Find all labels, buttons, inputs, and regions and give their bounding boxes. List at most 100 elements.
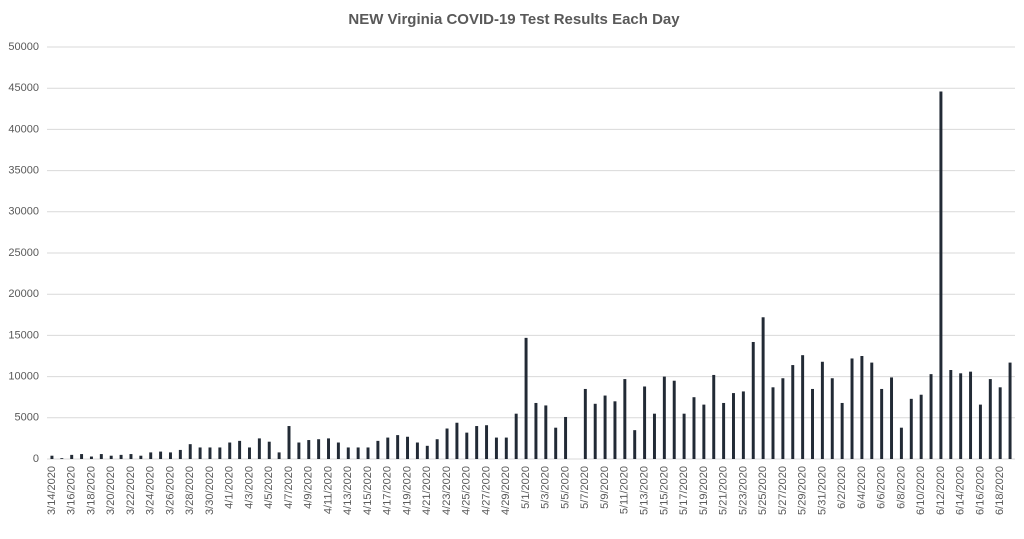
bar bbox=[643, 386, 647, 459]
y-tick-label: 0 bbox=[33, 453, 39, 465]
bar bbox=[455, 422, 459, 459]
bar bbox=[277, 452, 281, 459]
bar bbox=[327, 438, 330, 459]
bar bbox=[178, 449, 182, 459]
x-tick-label: 3/30/2020 bbox=[204, 466, 216, 515]
bar bbox=[168, 452, 172, 459]
bar bbox=[712, 374, 716, 459]
x-tick-label: 3/14/2020 bbox=[46, 466, 58, 515]
x-tick-label: 4/5/2020 bbox=[263, 466, 275, 509]
bar bbox=[583, 388, 587, 459]
x-tick-label: 6/2/2020 bbox=[836, 466, 848, 509]
bar bbox=[70, 454, 74, 459]
bar bbox=[218, 447, 222, 459]
x-tick-label: 4/29/2020 bbox=[500, 466, 512, 515]
bar bbox=[159, 451, 163, 459]
x-tick-label: 4/23/2020 bbox=[441, 466, 453, 515]
bar bbox=[99, 454, 103, 459]
x-tick-label: 5/23/2020 bbox=[737, 466, 749, 515]
x-tick-label: 5/29/2020 bbox=[797, 466, 809, 515]
bar bbox=[129, 454, 133, 459]
chart-title: NEW Virginia COVID-19 Test Results Each … bbox=[348, 11, 680, 28]
bar bbox=[988, 379, 992, 459]
bar bbox=[524, 337, 528, 459]
bar bbox=[149, 452, 153, 459]
bar bbox=[238, 440, 242, 459]
y-tick-label: 5000 bbox=[15, 412, 39, 424]
y-tick-label: 20000 bbox=[8, 288, 39, 300]
bar bbox=[870, 362, 874, 459]
x-tick-label: 4/17/2020 bbox=[382, 466, 394, 515]
y-tick-label: 30000 bbox=[8, 206, 39, 218]
bar bbox=[801, 355, 805, 459]
x-tick-label: 4/15/2020 bbox=[362, 466, 374, 515]
bar bbox=[603, 395, 607, 459]
bar bbox=[109, 455, 113, 459]
x-tick-label: 4/21/2020 bbox=[421, 466, 433, 515]
bar bbox=[514, 413, 518, 459]
bar bbox=[248, 447, 251, 459]
bar bbox=[119, 454, 123, 459]
bar bbox=[692, 397, 696, 459]
x-tick-label: 3/22/2020 bbox=[125, 466, 137, 515]
bar bbox=[396, 435, 400, 459]
bar bbox=[613, 401, 617, 459]
y-tick-label: 35000 bbox=[8, 165, 39, 177]
bar bbox=[534, 402, 538, 459]
x-tick-label: 6/4/2020 bbox=[856, 466, 868, 509]
x-tick-label: 4/9/2020 bbox=[303, 466, 315, 509]
x-tick-label: 5/9/2020 bbox=[599, 466, 611, 509]
x-tick-label: 6/8/2020 bbox=[895, 466, 907, 509]
bar bbox=[406, 436, 410, 459]
x-tick-label: 5/17/2020 bbox=[678, 466, 690, 515]
bar bbox=[208, 447, 212, 459]
x-tick-label: 6/18/2020 bbox=[994, 466, 1006, 515]
bar bbox=[297, 442, 301, 459]
bar bbox=[188, 444, 192, 459]
bar bbox=[652, 413, 656, 459]
bar bbox=[287, 426, 291, 459]
bar bbox=[307, 440, 311, 459]
bar bbox=[465, 432, 469, 459]
bar bbox=[366, 447, 370, 459]
x-tick-label: 4/13/2020 bbox=[342, 466, 354, 515]
x-tick-label: 5/1/2020 bbox=[520, 466, 532, 509]
bar bbox=[475, 426, 479, 459]
x-tick-label: 5/5/2020 bbox=[559, 466, 571, 509]
bar bbox=[554, 427, 558, 459]
bar bbox=[60, 458, 64, 459]
bar bbox=[830, 378, 834, 459]
y-tick-label: 45000 bbox=[8, 82, 39, 94]
bar bbox=[494, 437, 498, 459]
bar bbox=[761, 317, 765, 459]
bar bbox=[662, 376, 666, 459]
bar bbox=[722, 402, 726, 459]
bar bbox=[80, 454, 84, 459]
bar bbox=[89, 456, 93, 459]
bar bbox=[682, 413, 686, 459]
bar bbox=[386, 437, 390, 459]
x-tick-label: 5/27/2020 bbox=[777, 466, 789, 515]
x-tick-label: 4/25/2020 bbox=[461, 466, 473, 515]
bar bbox=[376, 440, 380, 459]
x-tick-label: 4/3/2020 bbox=[243, 466, 255, 509]
y-tick-label: 25000 bbox=[8, 247, 39, 259]
bar bbox=[732, 393, 735, 459]
bar bbox=[791, 365, 795, 459]
x-tick-label: 5/19/2020 bbox=[698, 466, 710, 515]
bar bbox=[346, 447, 350, 459]
bar bbox=[899, 427, 903, 459]
bar bbox=[890, 377, 894, 459]
x-tick-label: 5/31/2020 bbox=[816, 466, 828, 515]
x-tick-label: 5/11/2020 bbox=[619, 466, 631, 514]
x-tick-label: 4/1/2020 bbox=[224, 466, 236, 509]
x-tick-label: 3/28/2020 bbox=[184, 466, 196, 515]
x-tick-label: 3/18/2020 bbox=[85, 466, 97, 515]
bar bbox=[425, 445, 429, 459]
bar bbox=[969, 371, 973, 459]
x-tick-label: 3/26/2020 bbox=[164, 466, 176, 515]
bar bbox=[672, 380, 676, 459]
bar bbox=[50, 455, 54, 459]
x-tick-label: 5/15/2020 bbox=[658, 466, 670, 515]
